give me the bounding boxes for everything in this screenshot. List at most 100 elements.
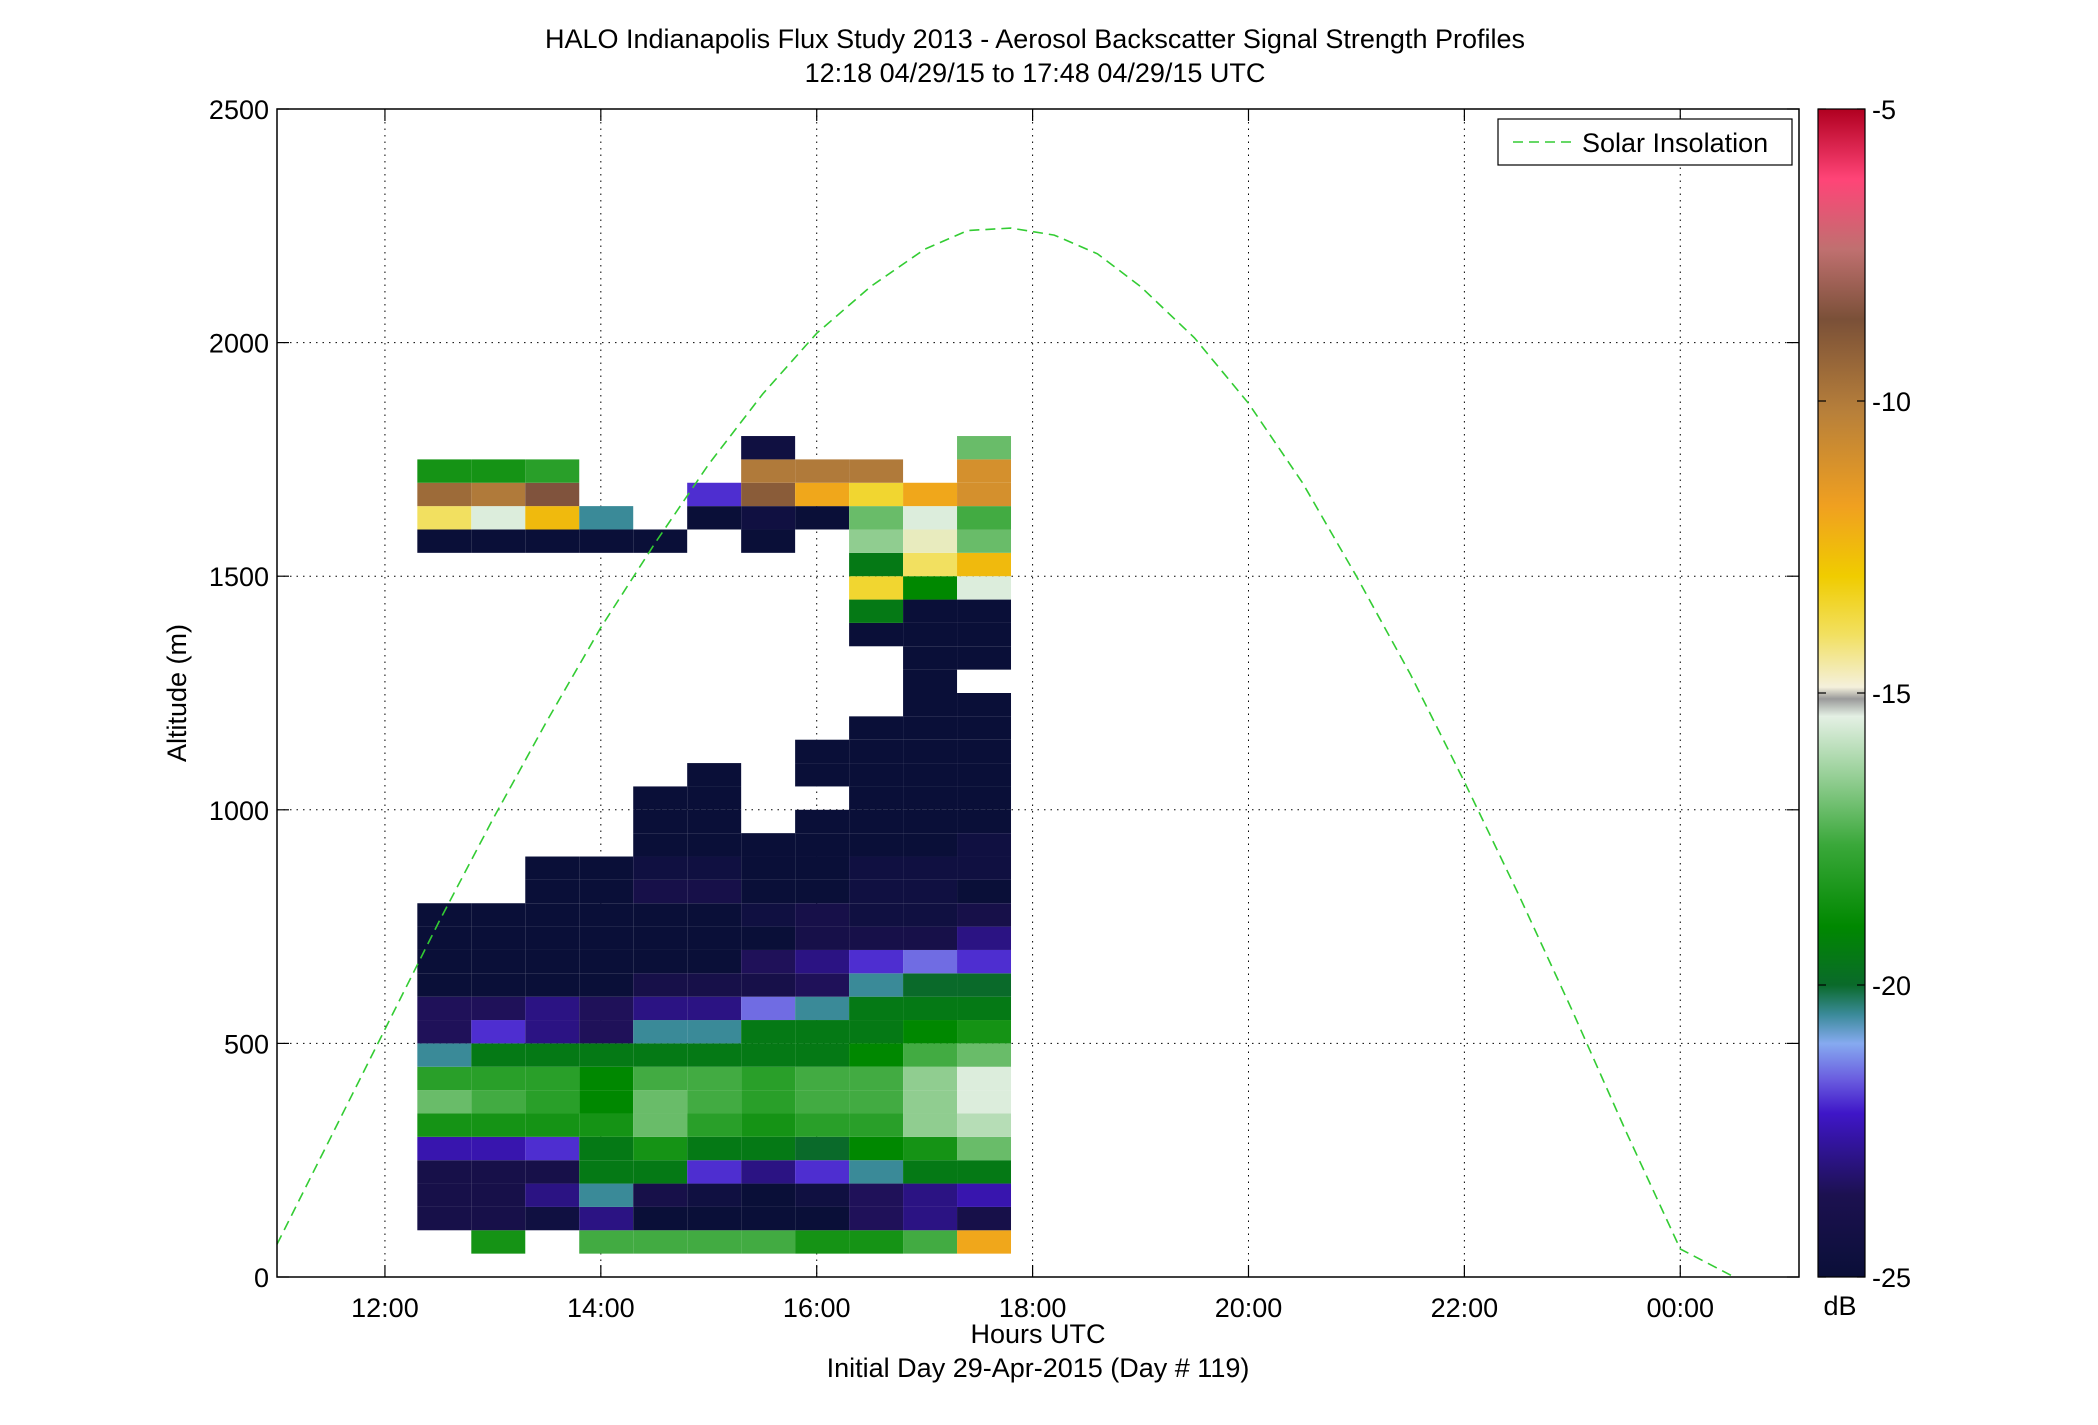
heatmap-cell — [525, 973, 580, 997]
heatmap-cell — [525, 949, 580, 974]
heatmap-cell — [633, 949, 688, 974]
heatmap-cell — [741, 879, 796, 904]
heatmap-cell — [579, 1230, 634, 1254]
heatmap-cell — [795, 763, 850, 787]
heatmap-cell — [687, 763, 742, 787]
heatmap-cell — [903, 1136, 958, 1161]
heatmap-cell — [525, 879, 580, 904]
heatmap-cell — [957, 1066, 1012, 1091]
heatmap-cell — [741, 1090, 796, 1114]
heatmap-cell — [687, 1043, 742, 1067]
heatmap-cell — [525, 482, 580, 507]
heatmap-cell — [849, 809, 904, 834]
heatmap-cell — [471, 1183, 526, 1207]
heatmap-cell — [957, 1043, 1012, 1067]
heatmap-cell — [687, 1183, 742, 1207]
heatmap-cell — [471, 1090, 526, 1114]
heatmap-cell — [795, 996, 850, 1021]
heatmap-cell — [741, 1066, 796, 1091]
heatmap-cell — [579, 1206, 634, 1231]
heatmap-cell — [579, 926, 634, 950]
heatmap-cell — [849, 1183, 904, 1207]
heatmap-cell — [849, 482, 904, 507]
heatmap-cell — [903, 716, 958, 740]
heatmap-cell — [633, 529, 688, 553]
heatmap-cell — [687, 809, 742, 834]
heatmap-cell — [957, 1160, 1012, 1184]
heatmap-cell — [633, 786, 688, 810]
heatmap-cell — [525, 529, 580, 553]
heatmap-cell — [687, 973, 742, 997]
heatmap-cell — [903, 903, 958, 927]
heatmap-cell — [849, 1020, 904, 1044]
heatmap-cell — [471, 482, 526, 507]
heatmap-cell — [849, 833, 904, 857]
heatmap-cell — [417, 1020, 472, 1044]
heatmap-cell — [417, 1206, 472, 1231]
heatmap-cell — [687, 949, 742, 974]
heatmap-cell — [903, 833, 958, 857]
heatmap-cell — [903, 879, 958, 904]
heatmap-cell — [417, 482, 472, 507]
heatmap-cell — [795, 1136, 850, 1161]
heatmap-cell — [525, 1066, 580, 1091]
heatmap-cell — [471, 1206, 526, 1231]
colorbar-ticks: -25 -20 -15 -10 -5 — [1818, 95, 1911, 1293]
heatmap-cell — [741, 1136, 796, 1161]
heatmap-cell — [471, 506, 526, 530]
heatmap-cell — [633, 1020, 688, 1044]
heatmap-cell — [687, 903, 742, 927]
heatmap-cell — [687, 1090, 742, 1114]
heatmap-cell — [849, 1160, 904, 1184]
heatmap-cell — [633, 833, 688, 857]
x-axis-label: Hours UTC — [970, 1319, 1105, 1349]
colorbar-tick-label: -25 — [1872, 1263, 1911, 1293]
heatmap-cell — [579, 1066, 634, 1091]
heatmap-cell — [849, 1230, 904, 1254]
heatmap-cell — [903, 1206, 958, 1231]
heatmap-cell — [957, 1206, 1012, 1231]
heatmap-cell — [903, 1066, 958, 1091]
heatmap-cell — [525, 1020, 580, 1044]
heatmap-cell — [741, 1206, 796, 1231]
heatmap-cell — [903, 1160, 958, 1184]
heatmap-cell — [849, 506, 904, 530]
heatmap-cell — [849, 903, 904, 927]
heatmap-cell — [633, 1206, 688, 1231]
heatmap-cell — [525, 1206, 580, 1231]
heatmap-cell — [849, 739, 904, 764]
heatmap-cell — [849, 1136, 904, 1161]
heatmap-cell — [849, 926, 904, 950]
heatmap-cell — [849, 856, 904, 880]
heatmap-cell — [687, 786, 742, 810]
heatmap-cell — [741, 903, 796, 927]
y-tick-label: 1500 — [209, 562, 269, 592]
heatmap-cell — [687, 482, 742, 507]
heatmap-cell — [741, 949, 796, 974]
heatmap-cell — [525, 856, 580, 880]
heatmap-cell — [957, 1230, 1012, 1254]
heatmap-cell — [687, 856, 742, 880]
heatmap-cell — [633, 879, 688, 904]
heatmap-cell — [633, 856, 688, 880]
heatmap-cell — [957, 739, 1012, 764]
heatmap-cell — [741, 973, 796, 997]
heatmap-cell — [471, 949, 526, 974]
heatmap-cell — [471, 1043, 526, 1067]
heatmap-cell — [525, 926, 580, 950]
heatmap-cell — [579, 529, 634, 553]
heatmap-cell — [795, 973, 850, 997]
heatmap-cell — [471, 903, 526, 927]
heatmap-cell — [741, 1113, 796, 1137]
heatmap-cell — [687, 996, 742, 1021]
y-tick-label: 500 — [224, 1029, 269, 1059]
heatmap-cell — [957, 926, 1012, 950]
heatmap-cell — [903, 552, 958, 577]
heatmap-cell — [417, 459, 472, 483]
heatmap-cell — [903, 1043, 958, 1067]
colorbar-tick-label: -10 — [1872, 387, 1911, 417]
heatmap-cells — [417, 436, 1012, 1254]
heatmap-cell — [579, 506, 634, 530]
heatmap-cell — [795, 1160, 850, 1184]
